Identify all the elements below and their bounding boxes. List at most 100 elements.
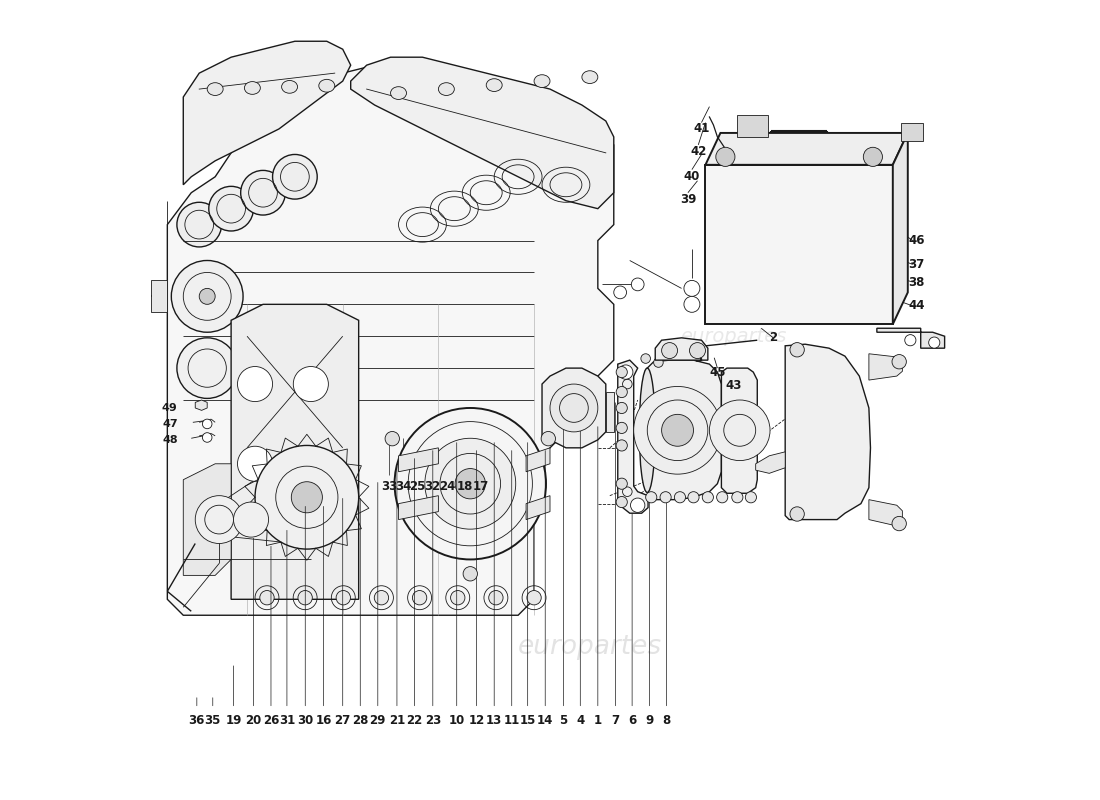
- Text: 22: 22: [406, 714, 422, 727]
- Circle shape: [616, 478, 627, 490]
- Text: 11: 11: [504, 714, 520, 727]
- Polygon shape: [877, 328, 945, 348]
- Ellipse shape: [390, 86, 407, 99]
- Circle shape: [660, 492, 671, 503]
- Circle shape: [614, 286, 627, 298]
- Circle shape: [892, 516, 906, 530]
- Text: 5: 5: [560, 714, 568, 727]
- Text: 23: 23: [425, 714, 441, 727]
- Circle shape: [374, 590, 388, 605]
- Circle shape: [463, 566, 477, 581]
- Bar: [737, 114, 768, 137]
- Polygon shape: [195, 400, 207, 410]
- Text: 28: 28: [352, 714, 368, 727]
- Text: europartes: europartes: [518, 634, 662, 660]
- Circle shape: [732, 492, 742, 503]
- Text: 43: 43: [725, 379, 741, 392]
- Circle shape: [674, 492, 685, 503]
- Circle shape: [412, 590, 427, 605]
- Polygon shape: [756, 452, 785, 474]
- Circle shape: [260, 590, 274, 605]
- Text: 12: 12: [469, 714, 485, 727]
- Text: 6: 6: [628, 714, 636, 727]
- Circle shape: [892, 354, 906, 369]
- Text: 29: 29: [370, 714, 386, 727]
- Circle shape: [928, 337, 939, 348]
- Polygon shape: [231, 304, 359, 599]
- Circle shape: [199, 288, 216, 304]
- Circle shape: [616, 402, 627, 414]
- Circle shape: [337, 590, 351, 605]
- Ellipse shape: [535, 74, 550, 87]
- Bar: [901, 123, 923, 141]
- Polygon shape: [526, 448, 550, 472]
- Polygon shape: [152, 281, 167, 312]
- Circle shape: [684, 296, 700, 312]
- Circle shape: [385, 431, 399, 446]
- Text: 45: 45: [710, 366, 726, 378]
- Text: 21: 21: [388, 714, 405, 727]
- Polygon shape: [526, 496, 550, 519]
- Text: 9: 9: [646, 714, 653, 727]
- Circle shape: [616, 497, 627, 508]
- Text: 13: 13: [486, 714, 503, 727]
- Circle shape: [202, 433, 212, 442]
- Circle shape: [195, 496, 243, 543]
- Text: 19: 19: [226, 714, 242, 727]
- Ellipse shape: [319, 79, 334, 92]
- Text: 3: 3: [694, 352, 702, 365]
- Polygon shape: [869, 354, 902, 380]
- Text: 30: 30: [297, 714, 313, 727]
- Text: 4: 4: [576, 714, 584, 727]
- Circle shape: [255, 446, 359, 549]
- Text: 10: 10: [449, 714, 465, 727]
- Text: 37: 37: [909, 258, 925, 271]
- Circle shape: [905, 334, 916, 346]
- Text: 16: 16: [316, 714, 332, 727]
- Text: 42: 42: [690, 145, 706, 158]
- Text: 24: 24: [439, 479, 455, 493]
- Text: 1: 1: [594, 714, 602, 727]
- Polygon shape: [705, 165, 893, 324]
- Text: 8: 8: [662, 714, 671, 727]
- Circle shape: [488, 590, 503, 605]
- Circle shape: [631, 278, 645, 290]
- Polygon shape: [606, 392, 614, 432]
- Circle shape: [294, 366, 329, 402]
- Polygon shape: [167, 65, 614, 615]
- Circle shape: [294, 446, 329, 482]
- Text: 49: 49: [162, 403, 178, 413]
- Circle shape: [616, 422, 627, 434]
- Text: 47: 47: [162, 419, 178, 429]
- Circle shape: [455, 469, 485, 499]
- Polygon shape: [893, 133, 907, 324]
- Text: 17: 17: [473, 479, 488, 493]
- Circle shape: [202, 419, 212, 429]
- Circle shape: [688, 492, 700, 503]
- Ellipse shape: [582, 70, 597, 83]
- Text: 46: 46: [909, 234, 925, 247]
- Circle shape: [641, 354, 650, 363]
- Text: 48: 48: [162, 435, 178, 445]
- Ellipse shape: [207, 82, 223, 95]
- Polygon shape: [184, 42, 351, 185]
- Circle shape: [618, 365, 632, 379]
- Circle shape: [451, 590, 465, 605]
- Text: 14: 14: [537, 714, 553, 727]
- Ellipse shape: [282, 81, 297, 94]
- Polygon shape: [656, 338, 708, 360]
- Polygon shape: [869, 500, 902, 526]
- Text: 39: 39: [680, 193, 696, 206]
- Circle shape: [241, 170, 285, 215]
- Circle shape: [177, 202, 221, 247]
- Circle shape: [541, 431, 556, 446]
- Text: 41: 41: [693, 122, 710, 135]
- Ellipse shape: [639, 368, 656, 493]
- Ellipse shape: [244, 82, 261, 94]
- Circle shape: [716, 492, 728, 503]
- Polygon shape: [618, 360, 648, 514]
- Text: 36: 36: [188, 714, 205, 727]
- Circle shape: [209, 186, 253, 231]
- Circle shape: [527, 590, 541, 605]
- Text: 40: 40: [684, 170, 700, 183]
